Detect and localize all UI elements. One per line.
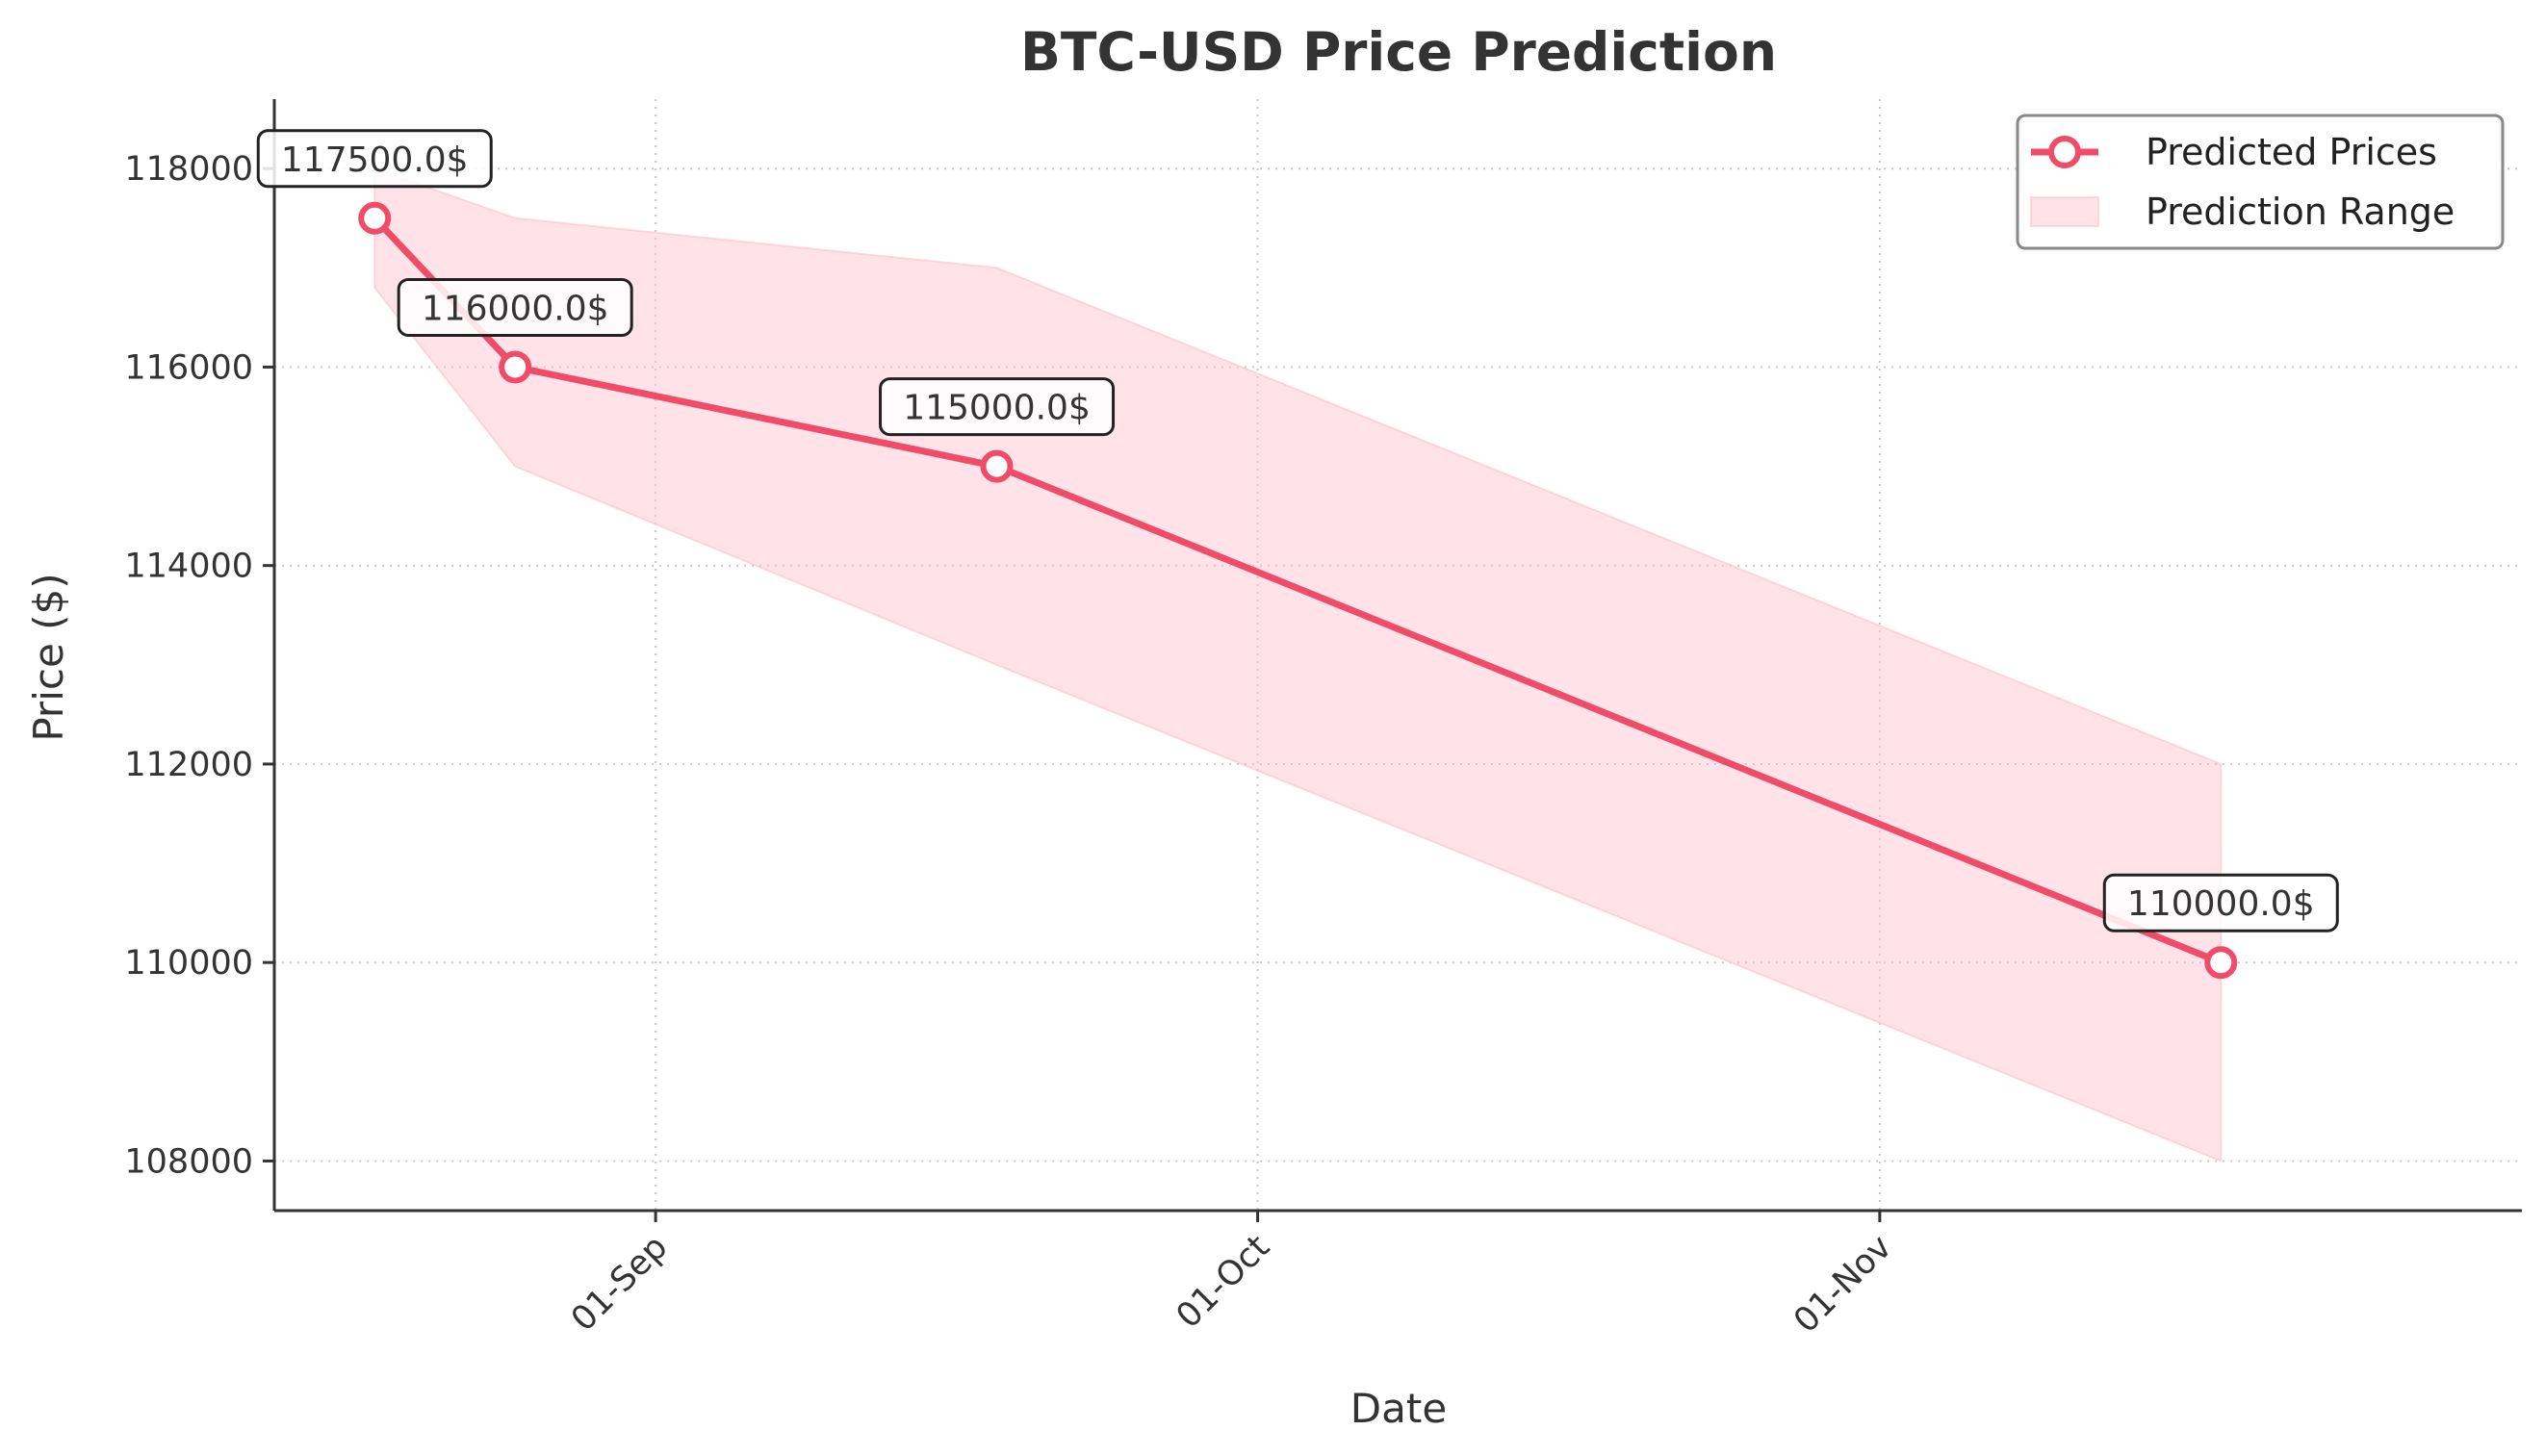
y-tick-label: 116000 — [124, 348, 253, 387]
y-tick-label: 112000 — [124, 746, 253, 784]
legend-entry-prediction-range: Prediction Range — [2146, 191, 2455, 233]
predicted-price-point — [980, 449, 1014, 483]
y-tick-label: 114000 — [124, 548, 253, 586]
data-label-box — [397, 277, 633, 337]
data-label-box — [2102, 873, 2339, 932]
predicted-price-point — [358, 201, 392, 235]
legend-marker-swatch — [2048, 136, 2081, 168]
y-tick-label: 118000 — [124, 150, 253, 189]
legend-box — [2016, 114, 2505, 250]
chart-title: BTC-USD Price Prediction — [1020, 21, 1777, 83]
data-label: 110000.0$ — [2127, 884, 2315, 924]
data-label-box — [256, 129, 493, 189]
legend-band-swatch — [2030, 196, 2099, 227]
predicted-price-point — [2204, 946, 2238, 980]
prediction-range-band — [373, 166, 2223, 1162]
legend: Predicted Prices Prediction Range — [2016, 114, 2505, 250]
prediction-range-layer — [373, 166, 2223, 1162]
predicted-price-point — [499, 350, 532, 384]
y-tick-label: 110000 — [124, 944, 253, 983]
data-labels: 117500.0$ 116000.0$ 115000.0$ 110000.0$ — [256, 129, 2339, 932]
data-label: 117500.0$ — [281, 140, 469, 180]
legend-entry-predicted-prices: Predicted Prices — [2146, 131, 2437, 173]
data-label-box — [879, 377, 1116, 437]
x-axis-label: Date — [1350, 1385, 1447, 1432]
data-label: 116000.0$ — [422, 289, 609, 328]
y-tick-label: 108000 — [124, 1142, 253, 1181]
data-label: 115000.0$ — [903, 389, 1091, 428]
y-axis-label: Price ($) — [25, 573, 72, 741]
